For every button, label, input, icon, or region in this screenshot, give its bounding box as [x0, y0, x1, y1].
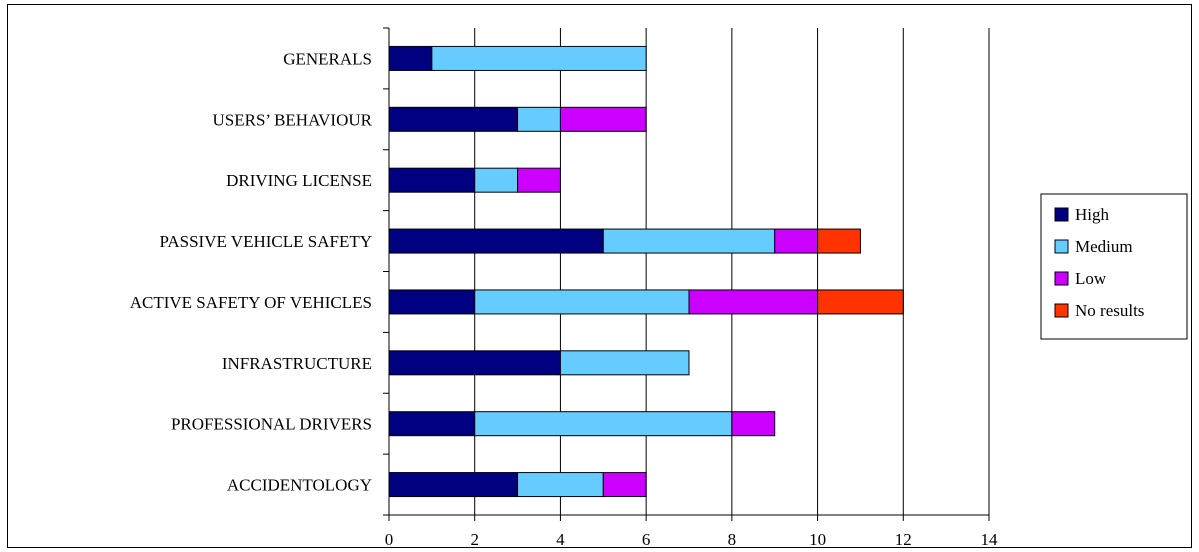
x-tick-label: 10 [809, 530, 826, 549]
category-label: ACCIDENTOLOGY [227, 476, 372, 495]
x-tick-label: 2 [470, 530, 479, 549]
legend-label: Medium [1075, 237, 1133, 256]
chart-frame [7, 4, 1192, 548]
bar-segment-high [388, 45, 433, 71]
category-label: PROFESSIONAL DRIVERS [171, 415, 372, 434]
axes [383, 27, 990, 521]
legend-label: Low [1075, 269, 1107, 288]
bar-segment-medium [602, 228, 776, 254]
legend-swatch [1054, 271, 1069, 286]
bar-segment-low [602, 472, 647, 498]
bar-segment-high [388, 411, 476, 437]
legend-swatch [1054, 303, 1069, 318]
bar-segment-high [388, 350, 561, 376]
category-label: INFRASTRUCTURE [222, 354, 372, 373]
gridlines [474, 28, 990, 515]
bar-segment-medium [517, 106, 561, 132]
x-tick-label: 4 [556, 530, 565, 549]
legend-label: High [1075, 205, 1110, 224]
bar-segment-medium [474, 289, 690, 315]
category-label: PASSIVE VEHICLE SAFETY [159, 232, 372, 251]
legend-label: No results [1075, 301, 1144, 320]
x-tick-label: 8 [728, 530, 737, 549]
x-tick-label: 14 [981, 530, 999, 549]
x-tick-label: 6 [642, 530, 651, 549]
bar-segment-low [774, 228, 819, 254]
bar-segment-no-results [817, 228, 861, 254]
axis-labels: 0 2 4 6 8 10 12 14 GENERALS USERS’ BEHAVIOUR DRIVI… [130, 49, 998, 549]
category-label: ACTIVE SAFETY OF VEHICLES [130, 293, 372, 312]
bars [388, 45, 904, 498]
bar-segment-medium [474, 411, 733, 437]
x-tick-label: 12 [895, 530, 912, 549]
legend-swatch [1054, 239, 1069, 254]
bar-segment-medium [517, 472, 604, 498]
bar-segment-medium [431, 45, 647, 71]
category-label: GENERALS [283, 49, 372, 68]
bar-segment-medium [559, 350, 690, 376]
bar-segment-no-results [817, 289, 904, 315]
bar-segment-low [688, 289, 819, 315]
bar-segment-high [388, 228, 604, 254]
bar-segment-high [388, 472, 519, 498]
bar-segment-low [559, 106, 647, 132]
bar-segment-low [517, 167, 561, 193]
bar-segment-high [388, 106, 519, 132]
legend: High Medium Low No results [1040, 193, 1188, 340]
x-tick-label: 0 [385, 530, 394, 549]
legend-swatch [1054, 207, 1069, 222]
bar-segment-high [388, 289, 476, 315]
bar-segment-high [388, 167, 476, 193]
category-label: DRIVING LICENSE [226, 171, 372, 190]
bar-segment-medium [474, 167, 519, 193]
category-label: USERS’ BEHAVIOUR [213, 110, 373, 129]
bar-segment-low [731, 411, 776, 437]
